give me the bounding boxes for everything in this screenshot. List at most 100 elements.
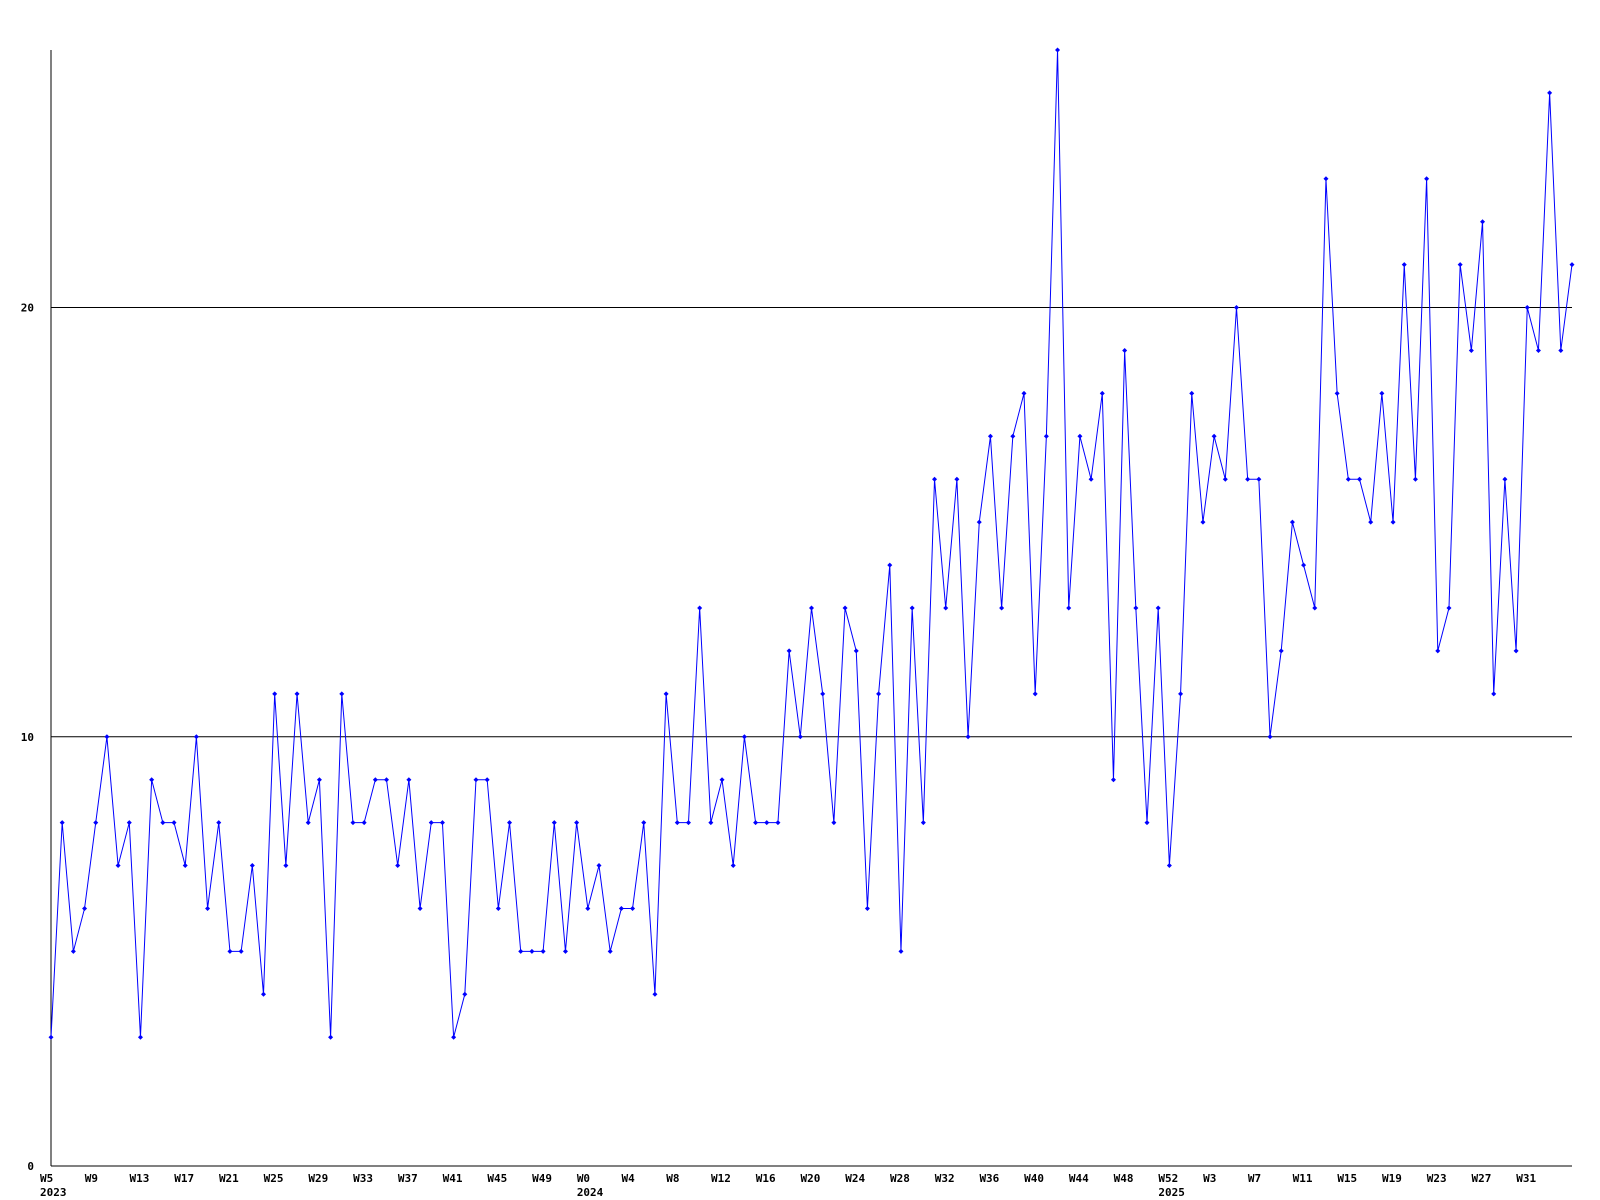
point	[1446, 605, 1452, 611]
x-tick-label: W25	[264, 1172, 284, 1185]
point	[384, 777, 390, 783]
point	[205, 905, 211, 911]
point	[451, 1034, 457, 1040]
point	[115, 863, 121, 869]
point	[1189, 390, 1195, 396]
point	[876, 691, 882, 697]
point	[898, 948, 904, 954]
point	[1379, 390, 1385, 396]
point	[361, 820, 367, 826]
point	[842, 605, 848, 611]
point	[1435, 648, 1441, 654]
point	[1468, 347, 1474, 353]
point	[249, 863, 255, 869]
point	[719, 777, 725, 783]
point	[1055, 47, 1061, 53]
point	[1312, 605, 1318, 611]
x-tick-label: W37	[398, 1172, 418, 1185]
point	[462, 991, 468, 997]
point	[495, 905, 501, 911]
x-tick-label: W32	[935, 1172, 955, 1185]
x-tick-label: W12	[711, 1172, 731, 1185]
x-tick-label: W17	[174, 1172, 194, 1185]
x-tick-label: W8	[666, 1172, 679, 1185]
point	[641, 820, 647, 826]
point	[775, 820, 781, 826]
x-tick-label: W7	[1248, 1172, 1261, 1185]
point	[1021, 390, 1027, 396]
point	[316, 777, 322, 783]
point	[652, 991, 658, 997]
point	[831, 820, 837, 826]
point	[137, 1034, 143, 1040]
point	[395, 863, 401, 869]
point	[484, 777, 490, 783]
point	[1323, 176, 1329, 182]
point	[1289, 519, 1295, 525]
point	[328, 1034, 334, 1040]
point	[350, 820, 356, 826]
point	[540, 948, 546, 954]
point	[272, 691, 278, 697]
x-tick-label: W13	[129, 1172, 149, 1185]
x-tick-label: W33	[353, 1172, 373, 1185]
point	[853, 648, 859, 654]
point	[1278, 648, 1284, 654]
point	[809, 605, 814, 611]
point	[618, 905, 624, 911]
point	[1200, 519, 1206, 525]
x-tick-label: W0	[577, 1172, 590, 1185]
point	[1368, 519, 1374, 525]
point	[160, 820, 166, 826]
point	[339, 691, 345, 697]
point	[439, 820, 445, 826]
point	[708, 820, 714, 826]
x-tick-label: W49	[532, 1172, 552, 1185]
point	[1535, 347, 1541, 353]
point	[126, 820, 132, 826]
point	[70, 948, 76, 954]
point	[507, 820, 513, 826]
x-tick-label: W15	[1337, 1172, 1357, 1185]
point	[663, 691, 669, 697]
point	[406, 777, 412, 783]
point	[1558, 347, 1564, 353]
point	[585, 905, 591, 911]
point	[1110, 777, 1116, 783]
x-tick-label: W4	[622, 1172, 636, 1185]
point	[238, 948, 244, 954]
y-tick-label: 0	[27, 1160, 34, 1173]
point	[1144, 820, 1150, 826]
point	[932, 476, 938, 482]
point	[473, 777, 479, 783]
point	[227, 948, 233, 954]
point	[93, 820, 99, 826]
point	[987, 433, 993, 439]
x-tick-label: W23	[1427, 1172, 1447, 1185]
line	[50, 49, 1573, 1038]
x-tick-label: W41	[443, 1172, 463, 1185]
x-tick-label: W21	[219, 1172, 239, 1185]
point	[283, 863, 289, 869]
point	[1390, 519, 1396, 525]
point	[428, 820, 434, 826]
point	[1066, 605, 1072, 611]
point	[1502, 476, 1508, 482]
point	[305, 820, 311, 826]
x-tick-label: W31	[1516, 1172, 1536, 1185]
point	[730, 863, 736, 869]
point	[820, 691, 826, 697]
x-tick-label: W3	[1203, 1172, 1216, 1185]
point	[630, 905, 636, 911]
x-tick-label: W24	[845, 1172, 865, 1185]
x-tick-label: W28	[890, 1172, 910, 1185]
x-tick-label: W19	[1382, 1172, 1402, 1185]
x-tick-label: W44	[1069, 1172, 1089, 1185]
point	[1256, 476, 1262, 482]
point	[786, 648, 792, 654]
point	[1233, 305, 1239, 311]
y-tick-label: 20	[21, 302, 34, 315]
x-tick-label: W27	[1472, 1172, 1492, 1185]
point	[1043, 433, 1049, 439]
point	[104, 734, 110, 740]
